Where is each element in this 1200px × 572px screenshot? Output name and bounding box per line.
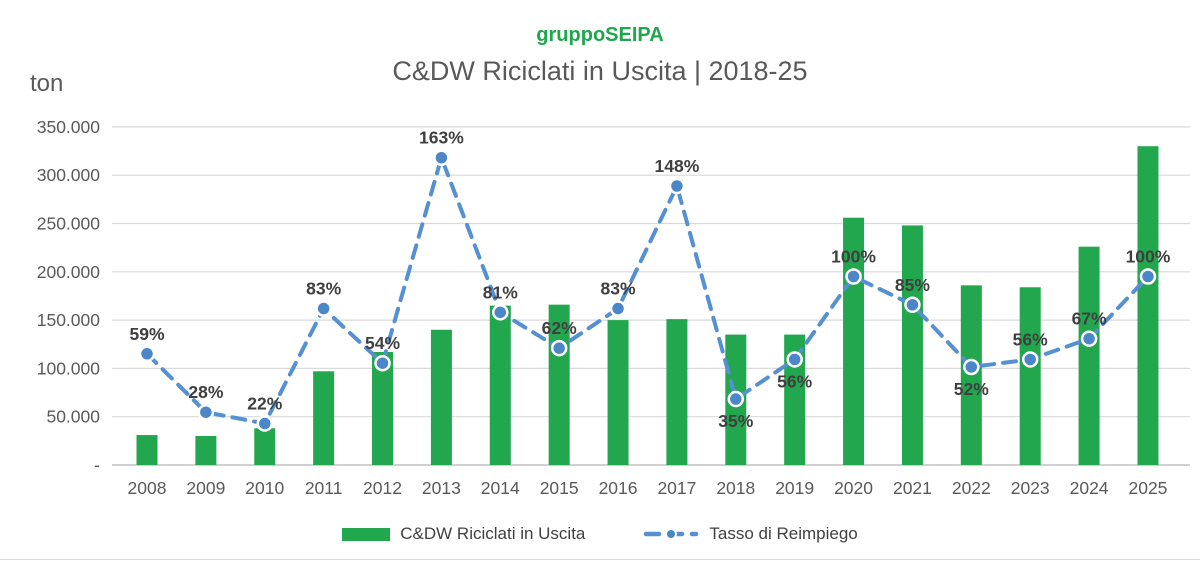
- pct-label-2018: 35%: [718, 411, 753, 431]
- y-tick-label: 50.000: [46, 407, 100, 427]
- pct-label-2017: 148%: [655, 156, 700, 176]
- bar-2024: [1078, 246, 1100, 465]
- bar-2023: [1019, 287, 1041, 465]
- y-tick-label: 250.000: [37, 214, 101, 234]
- pct-label-2008: 59%: [129, 324, 164, 344]
- x-tick-label-2016: 2016: [599, 478, 638, 498]
- bar-2016: [607, 320, 629, 465]
- legend: C&DW Riciclati in Uscita Tasso di Reimpi…: [0, 524, 1200, 544]
- pct-label-2010: 22%: [247, 394, 282, 414]
- pct-label-2025: 100%: [1126, 247, 1171, 267]
- marker-2023: [1021, 351, 1039, 368]
- y-axis-unit-label: ton: [30, 70, 64, 97]
- x-tick-label-2009: 2009: [186, 478, 225, 498]
- x-tick-label-2015: 2015: [540, 478, 579, 498]
- bottom-divider: [0, 559, 1200, 560]
- reuse-rate-line: [145, 155, 1150, 426]
- marker-2012: [374, 354, 391, 372]
- legend-item-bars: C&DW Riciclati in Uscita: [342, 524, 585, 544]
- y-tick-label: 300.000: [37, 165, 101, 185]
- bar-2009: [195, 436, 217, 465]
- marker-2024: [1080, 330, 1098, 347]
- pct-label-2011: 83%: [306, 279, 341, 299]
- bar-series-swatch: [342, 527, 391, 541]
- pct-label-2023: 56%: [1013, 329, 1048, 349]
- marker-2010: [256, 415, 274, 432]
- marker-2008: [138, 345, 156, 363]
- bar-2010: [254, 428, 276, 465]
- x-tick-label-2023: 2023: [1011, 478, 1050, 498]
- x-tick-label-2014: 2014: [481, 478, 520, 498]
- x-tick-label-2013: 2013: [422, 478, 461, 498]
- x-tick-label-2011: 2011: [305, 478, 343, 498]
- y-tick-label: 100.000: [37, 358, 101, 378]
- marker-2015: [550, 339, 568, 357]
- x-tick-label-2019: 2019: [775, 478, 814, 498]
- bar-2012: [372, 351, 394, 465]
- x-tick-label-2017: 2017: [657, 478, 696, 498]
- pct-label-2013: 163%: [419, 128, 464, 148]
- pct-label-2015: 62%: [542, 318, 577, 338]
- marker-2025: [1139, 268, 1157, 285]
- bar-2013: [430, 329, 452, 465]
- pct-label-2009: 28%: [188, 382, 223, 402]
- marker-2022: [963, 358, 980, 376]
- pct-label-2014: 81%: [483, 282, 518, 302]
- x-tick-label-2024: 2024: [1070, 478, 1109, 498]
- x-tick-label-2021: 2021: [893, 478, 932, 498]
- x-tick-label-2008: 2008: [128, 478, 167, 498]
- x-tick-label-2010: 2010: [245, 478, 284, 498]
- marker-2018: [727, 390, 745, 408]
- marker-2011: [315, 300, 332, 317]
- bar-series-label: C&DW Riciclati in Uscita: [400, 524, 586, 543]
- marker-2020: [845, 268, 862, 285]
- marker-2013: [433, 149, 450, 166]
- x-tick-label-2018: 2018: [716, 478, 755, 498]
- y-tick-label: 150.000: [37, 310, 101, 330]
- bar-2008: [136, 435, 158, 465]
- line-series-label: Tasso di Reimpiego: [709, 524, 858, 543]
- marker-2021: [904, 296, 921, 314]
- line-series-swatch: [644, 528, 699, 540]
- marker-2019: [786, 351, 803, 368]
- bar-2025: [1137, 146, 1159, 465]
- legend-item-line: Tasso di Reimpiego: [643, 524, 858, 544]
- bar-2017: [666, 319, 688, 465]
- x-tick-label-2020: 2020: [834, 478, 873, 498]
- marker-2009: [197, 403, 215, 421]
- bar-2021: [901, 225, 923, 465]
- y-tick-label: -: [94, 455, 100, 475]
- marker-2016: [609, 300, 627, 317]
- pct-label-2024: 67%: [1072, 309, 1107, 329]
- pct-label-2019: 56%: [777, 371, 812, 391]
- pct-label-2021: 85%: [895, 275, 930, 295]
- bar-2019: [784, 334, 806, 465]
- bar-2014: [489, 305, 511, 465]
- pct-label-2020: 100%: [831, 247, 876, 267]
- x-tick-label-2025: 2025: [1128, 478, 1167, 498]
- y-tick-label: 350.000: [37, 117, 101, 137]
- pct-label-2016: 83%: [601, 279, 636, 299]
- pct-label-2012: 54%: [365, 333, 400, 353]
- bar-2011: [313, 371, 335, 465]
- pct-label-2022: 52%: [954, 379, 989, 399]
- marker-2017: [668, 177, 686, 195]
- x-tick-label-2022: 2022: [952, 478, 991, 498]
- x-tick-label-2012: 2012: [363, 478, 402, 498]
- marker-2014: [492, 304, 509, 321]
- brand-logo-text: gruppoSEIPA: [536, 24, 664, 46]
- y-tick-label: 200.000: [37, 262, 101, 282]
- chart-title: C&DW Riciclati in Uscita | 2018-25: [392, 56, 808, 86]
